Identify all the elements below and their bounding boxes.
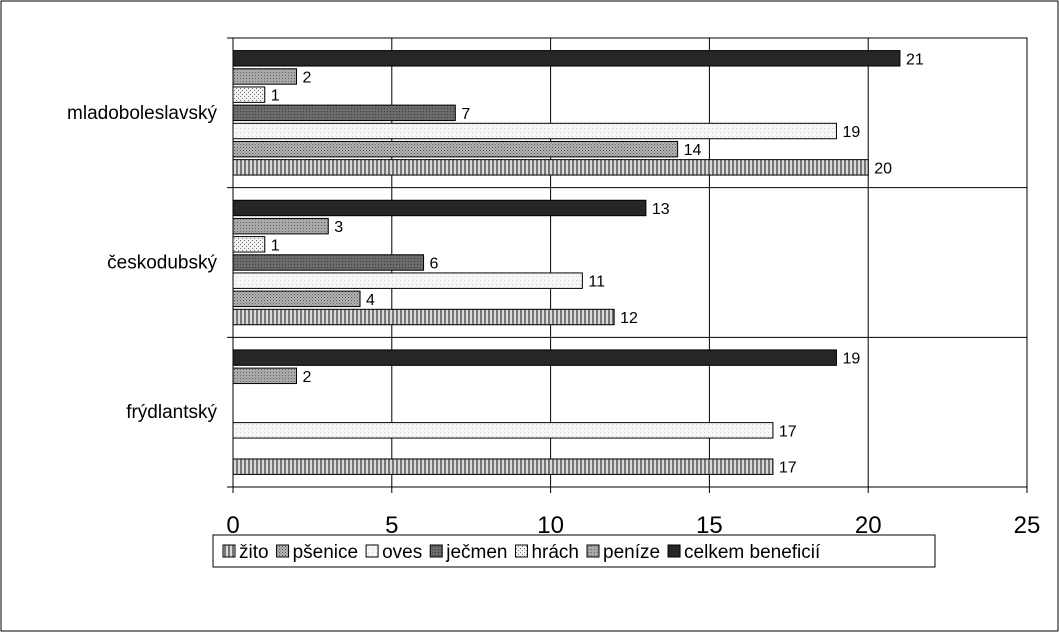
legend-swatch-jecmen	[429, 544, 443, 558]
data-label-psenice-mladoboleslavsky: 14	[684, 142, 702, 159]
bar-hrach-mladoboleslavsky	[232, 86, 266, 103]
legend-label-hrach: hrách	[531, 542, 579, 563]
legend-box	[212, 534, 936, 568]
data-label-hrach-ceskodubsky: 1	[271, 237, 280, 254]
data-label-oves-mladoboleslavsky: 19	[842, 124, 860, 141]
bar-zito-mladoboleslavsky	[232, 159, 869, 176]
bar-hrach-ceskodubsky	[232, 236, 266, 253]
x-tick-label: 25	[1014, 512, 1041, 539]
legend-label-celkem-beneficii: celkem beneficií	[684, 542, 821, 563]
bar-jecmen-mladoboleslavsky	[232, 104, 456, 122]
data-label-celkem-beneficii-ceskodubsky: 13	[652, 201, 670, 218]
legend-swatch-oves	[365, 544, 379, 558]
bar-penize-mladoboleslavsky	[232, 68, 298, 85]
data-label-oves-frydlantsky: 17	[779, 423, 797, 440]
bar-penize-ceskodubsky	[232, 217, 329, 235]
bar-celkem-beneficii-mladoboleslavsky	[232, 50, 901, 67]
category-label-ceskodubsky: českodubský	[107, 253, 217, 274]
data-label-zito-mladoboleslavsky: 20	[874, 160, 892, 177]
data-label-zito-frydlantsky: 17	[779, 460, 797, 477]
legend-swatch-hrach	[514, 544, 528, 558]
data-label-penize-mladoboleslavsky: 2	[303, 69, 312, 86]
bar-jecmen-ceskodubsky	[232, 254, 425, 271]
bar-psenice-ceskodubsky	[232, 290, 361, 308]
legend-label-psenice: pšenice	[293, 542, 359, 563]
data-label-psenice-ceskodubsky: 4	[366, 292, 375, 309]
data-label-hrach-mladoboleslavsky: 1	[271, 88, 280, 105]
data-label-penize-frydlantsky: 2	[303, 369, 312, 386]
legend-swatch-psenice	[276, 544, 290, 558]
category-label-frydlantsky: frýdlantský	[126, 402, 217, 423]
bar-zito-ceskodubsky	[232, 308, 615, 326]
bar-zito-frydlantsky	[232, 458, 774, 475]
bar-penize-frydlantsky	[232, 367, 298, 385]
x-tick-label: 0	[226, 512, 239, 539]
bar-oves-ceskodubsky	[232, 272, 583, 289]
legend-swatch-zito	[222, 544, 236, 558]
legend-label-jecmen: ječmen	[445, 542, 507, 563]
category-label-mladoboleslavsky: mladoboleslavský	[67, 103, 217, 124]
legend-label-penize: peníze	[603, 542, 660, 563]
legend-label-zito: žito	[239, 542, 269, 563]
bar-celkem-beneficii-ceskodubsky	[232, 199, 647, 217]
legend: žito pšenice oves ječmen hrách peníze celkem b…	[212, 534, 936, 568]
data-label-jecmen-mladoboleslavsky: 7	[461, 106, 470, 123]
bar-celkem-beneficii-frydlantsky	[232, 349, 837, 366]
legend-swatch-penize	[586, 544, 600, 558]
data-label-oves-ceskodubsky: 11	[588, 274, 605, 291]
data-label-zito-ceskodubsky: 12	[620, 310, 638, 327]
legend-swatch-celkem-beneficii	[667, 544, 681, 558]
x-tick-label: 5	[385, 512, 398, 539]
data-label-penize-ceskodubsky: 3	[334, 219, 343, 236]
bar-psenice-mladoboleslavsky	[232, 140, 679, 158]
legend-label-oves: oves	[382, 542, 422, 563]
data-label-celkem-beneficii-mladoboleslavsky: 21	[906, 51, 924, 68]
data-label-celkem-beneficii-frydlantsky: 19	[842, 351, 860, 368]
bar-oves-mladoboleslavsky	[232, 122, 837, 140]
data-label-jecmen-ceskodubsky: 6	[430, 256, 439, 273]
bar-oves-frydlantsky	[232, 422, 774, 439]
